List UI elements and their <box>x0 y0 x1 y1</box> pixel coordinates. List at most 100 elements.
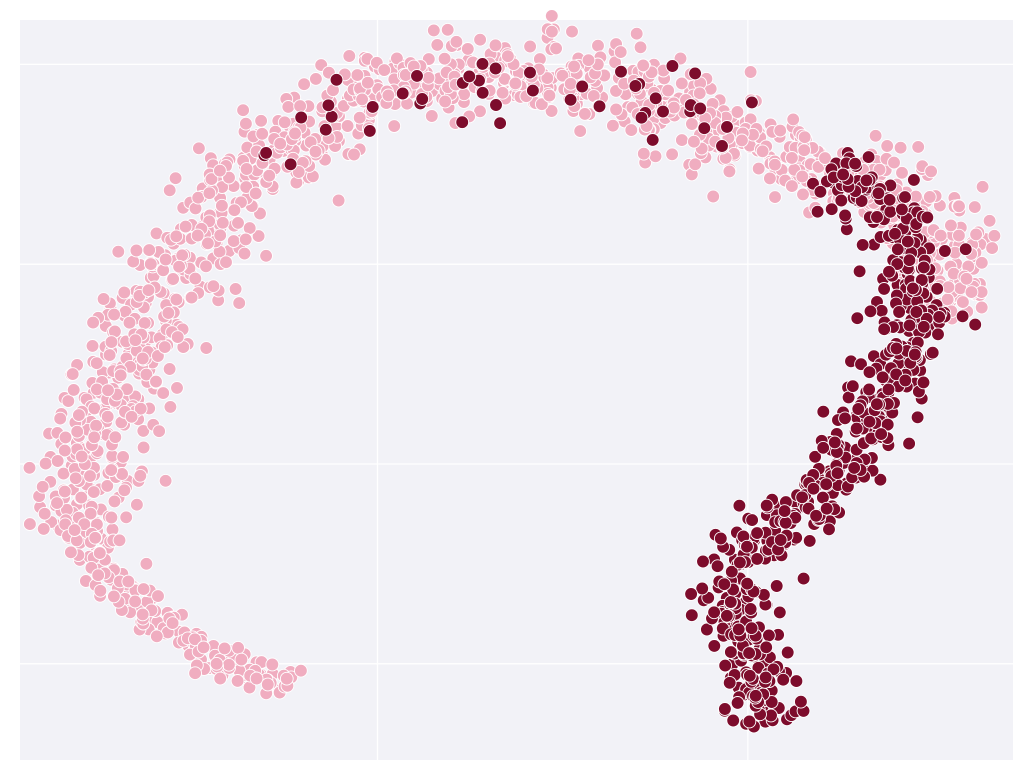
scatter-point <box>733 555 747 570</box>
scatter-point <box>70 424 85 439</box>
scatter-point <box>880 139 895 153</box>
scatter-point <box>89 418 103 433</box>
scatter-point <box>822 522 836 537</box>
scatter-point <box>107 589 121 604</box>
scatter-point <box>107 307 121 322</box>
scatter-point <box>209 656 224 671</box>
scatter-point <box>852 264 867 279</box>
scatter-point <box>924 164 938 179</box>
scatter-point <box>974 255 989 270</box>
scatter-point <box>974 300 989 315</box>
scatter-point <box>35 479 50 494</box>
scatter-point <box>795 169 810 184</box>
scatter-point <box>723 595 738 609</box>
scatter-point <box>777 504 792 518</box>
scatter-point <box>932 310 947 324</box>
scatter-point <box>920 210 935 225</box>
scatter-point <box>573 124 588 138</box>
scatter-point <box>581 53 596 68</box>
scatter-point <box>340 119 355 133</box>
scatter-point <box>773 123 788 138</box>
scatter-point <box>440 22 455 37</box>
scatter-point <box>365 100 380 114</box>
scatter-point <box>279 671 294 686</box>
scatter-point <box>213 163 227 178</box>
scatter-point <box>488 61 503 76</box>
scatter-point <box>360 75 375 90</box>
scatter-point <box>900 234 915 249</box>
scatter-point <box>931 327 945 342</box>
scatter-point <box>133 401 148 416</box>
scatter-point <box>215 198 229 213</box>
scatter-point <box>730 105 745 119</box>
scatter-point <box>742 646 756 660</box>
scatter-point <box>718 702 732 716</box>
scatter-point <box>862 365 877 380</box>
scatter-point <box>50 454 65 468</box>
scatter-point <box>720 120 734 134</box>
scatter-point <box>293 99 307 113</box>
scatter-point <box>909 305 924 319</box>
scatter-point <box>544 104 559 118</box>
scatter-point <box>395 86 410 101</box>
scatter-point <box>944 218 958 233</box>
scatter-point <box>958 242 973 257</box>
scatter-point <box>352 110 367 125</box>
scatter-point <box>938 244 952 258</box>
scatter-point <box>768 190 782 204</box>
scatter-point <box>982 213 997 228</box>
scatter-point <box>238 232 253 247</box>
scatter-point <box>65 367 80 381</box>
scatter-point <box>139 556 154 571</box>
scatter-point <box>37 506 52 521</box>
scatter-point <box>875 370 890 385</box>
scatter-point <box>421 70 436 85</box>
scatter-point <box>855 238 870 252</box>
scatter-point <box>93 583 108 598</box>
scatter-point <box>297 77 311 92</box>
scatter-point <box>281 100 296 114</box>
scatter-point <box>149 374 163 389</box>
scatter-point <box>827 435 842 450</box>
scatter-point <box>152 424 166 439</box>
scatter-point <box>72 408 86 422</box>
scatter-point <box>838 411 852 426</box>
scatter-point <box>877 282 891 296</box>
scatter-point <box>231 216 245 230</box>
scatter-point <box>819 501 834 516</box>
scatter-point <box>863 304 878 319</box>
scatter-point <box>495 85 510 100</box>
scatter-point <box>88 530 103 545</box>
scatter-point <box>881 382 896 397</box>
scatter-point <box>724 564 739 579</box>
scatter-point <box>57 443 72 458</box>
scatter-point <box>534 97 549 112</box>
scatter-point <box>816 404 831 419</box>
scatter-point <box>265 657 280 672</box>
scatter-points <box>22 9 1002 734</box>
scatter-point <box>933 228 948 243</box>
scatter-point <box>868 128 883 143</box>
scatter-point <box>742 668 757 683</box>
scatter-point <box>162 183 177 198</box>
scatter-point <box>565 24 579 39</box>
scatter-point <box>952 228 966 243</box>
scatter-point <box>575 79 590 94</box>
scatter-point <box>151 589 165 603</box>
scatter-point <box>877 322 892 337</box>
scatter-point <box>67 523 82 537</box>
scatter-point <box>715 139 729 153</box>
scatter-point <box>355 92 369 107</box>
scatter-point <box>707 639 722 653</box>
scatter-point <box>68 471 83 486</box>
scatter-point <box>697 121 712 136</box>
scatter-point <box>163 400 178 414</box>
scatter-point <box>847 461 862 475</box>
scatter-point <box>277 115 292 130</box>
scatter-point <box>170 330 185 344</box>
scatter-point <box>898 373 913 388</box>
scatter-point <box>797 130 812 145</box>
scatter-point <box>758 670 773 685</box>
scatter-point <box>778 515 793 530</box>
scatter-point <box>38 456 53 471</box>
